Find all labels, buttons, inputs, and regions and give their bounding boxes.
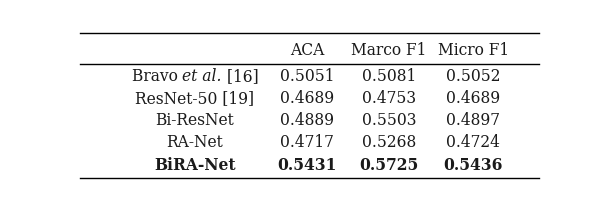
Text: 0.4689: 0.4689 bbox=[446, 90, 501, 107]
Text: 0.4889: 0.4889 bbox=[280, 112, 334, 129]
Text: 0.4724: 0.4724 bbox=[446, 134, 500, 151]
Text: 0.4753: 0.4753 bbox=[362, 90, 416, 107]
Text: 0.5725: 0.5725 bbox=[359, 157, 419, 174]
Text: 0.5436: 0.5436 bbox=[443, 157, 503, 174]
Text: ACA: ACA bbox=[290, 42, 324, 59]
Text: 0.5051: 0.5051 bbox=[280, 68, 335, 85]
Text: 0.5081: 0.5081 bbox=[362, 68, 416, 85]
Text: 0.5268: 0.5268 bbox=[362, 134, 416, 151]
Text: Bi-ResNet: Bi-ResNet bbox=[155, 112, 234, 129]
Text: [16]: [16] bbox=[222, 68, 259, 85]
Text: 0.5431: 0.5431 bbox=[277, 157, 337, 174]
Text: Bravo: Bravo bbox=[132, 68, 182, 85]
Text: ResNet-50 [19]: ResNet-50 [19] bbox=[135, 90, 254, 107]
Text: RA-Net: RA-Net bbox=[167, 134, 223, 151]
Text: 0.4717: 0.4717 bbox=[280, 134, 334, 151]
Text: Micro F1: Micro F1 bbox=[438, 42, 509, 59]
Text: et al.: et al. bbox=[182, 68, 222, 85]
Text: BiRA-Net: BiRA-Net bbox=[154, 157, 236, 174]
Text: 0.4689: 0.4689 bbox=[280, 90, 334, 107]
Text: 0.5052: 0.5052 bbox=[446, 68, 501, 85]
Text: 0.5503: 0.5503 bbox=[362, 112, 416, 129]
Text: Marco F1: Marco F1 bbox=[352, 42, 427, 59]
Text: 0.4897: 0.4897 bbox=[446, 112, 500, 129]
